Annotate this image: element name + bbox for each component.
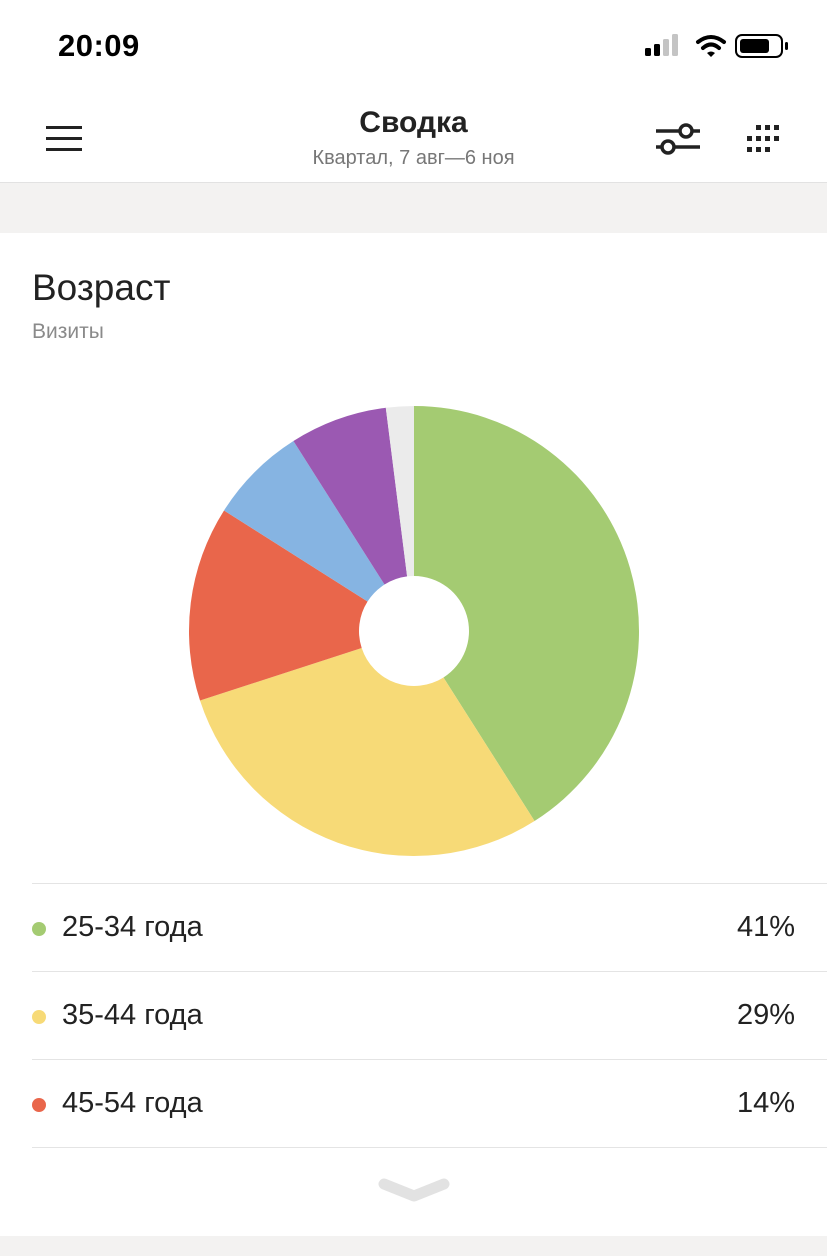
battery-icon (735, 34, 788, 58)
pie-slice[interactable] (293, 407, 408, 585)
status-icons (645, 34, 795, 62)
legend-item[interactable]: 45-54 года 14% (32, 1059, 827, 1147)
legend-dot (32, 1010, 46, 1024)
legend-item[interactable]: 35-44 года 29% (32, 971, 827, 1059)
grid-icon[interactable] (744, 124, 784, 154)
card-title: Возраст (32, 267, 171, 308)
legend-label: 25-34 года (62, 911, 203, 943)
menu-icon[interactable] (44, 124, 84, 154)
legend-value: 29% (736, 999, 795, 1031)
pie-slice[interactable] (224, 441, 385, 602)
pie-slice[interactable] (414, 406, 639, 821)
status-bar: 20:09 (0, 0, 827, 90)
status-time: 20:09 (58, 28, 140, 63)
pie-slice[interactable] (385, 406, 414, 577)
signal-icon (645, 34, 678, 56)
legend-item[interactable]: 25-34 года 41% (32, 883, 827, 971)
section-separator (0, 183, 827, 233)
legend-label: 35-44 года (62, 999, 203, 1031)
legend-label: 45-54 года (62, 1087, 203, 1119)
age-pie-chart[interactable] (0, 233, 827, 883)
legend: 25-34 года 41% 35-44 года 29% 45-54 года… (32, 883, 827, 1148)
page-title: Сводка (359, 106, 468, 139)
legend-dot (32, 922, 46, 936)
pie-slice[interactable] (200, 647, 535, 856)
header: Сводка Квартал, 7 авг—6 ноя (0, 90, 827, 183)
page-subtitle[interactable]: Квартал, 7 авг—6 ноя (312, 147, 515, 169)
legend-divider (32, 1147, 827, 1148)
age-card: Возраст Визиты 25-34 года 41% 35-44 года… (0, 233, 827, 1236)
pie-slice[interactable] (189, 510, 368, 701)
filter-icon[interactable] (654, 122, 704, 156)
legend-value: 14% (736, 1087, 795, 1119)
wifi-icon (696, 35, 726, 57)
section-separator (0, 1236, 827, 1256)
legend-value: 41% (736, 911, 795, 943)
legend-dot (32, 1098, 46, 1112)
card-subtitle: Визиты (32, 320, 104, 343)
chevron-down-icon[interactable] (378, 1176, 450, 1210)
